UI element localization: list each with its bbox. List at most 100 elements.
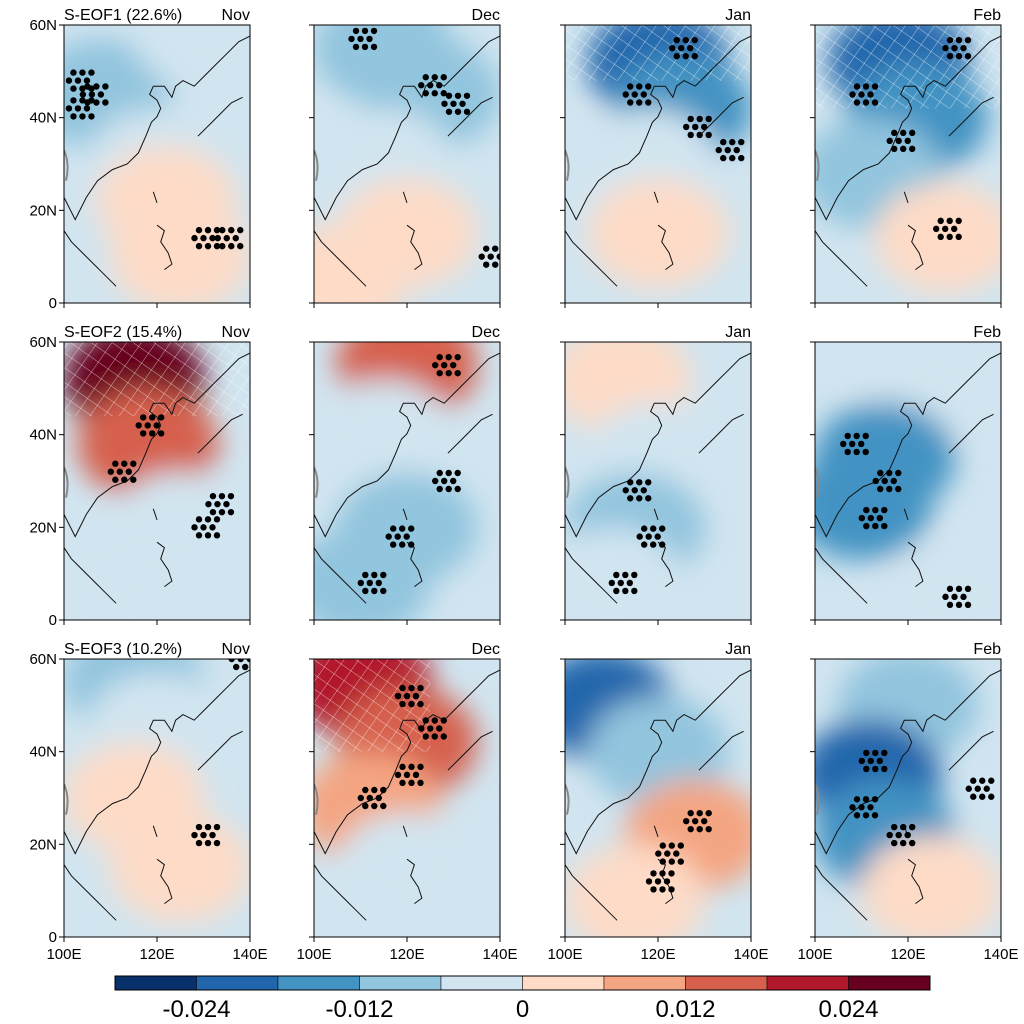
stipple-dot xyxy=(946,233,953,241)
stipple-dot xyxy=(223,500,230,508)
stipple-dot xyxy=(867,804,874,811)
x-tick-label: 100E xyxy=(797,946,832,963)
field-anomaly xyxy=(132,25,250,90)
stipple-dot xyxy=(436,353,443,361)
coastline xyxy=(815,864,868,921)
stipple-dot xyxy=(463,108,471,115)
x-tick-label: 100E xyxy=(296,946,331,963)
month-label: Dec xyxy=(472,324,500,341)
stipple-dot xyxy=(204,226,212,234)
stipple-dot xyxy=(375,794,382,802)
stipple-dot xyxy=(403,771,411,779)
stipple-dot xyxy=(218,508,226,516)
stipple-dot xyxy=(687,131,694,139)
stipple-dot xyxy=(683,123,690,131)
stipple-dot xyxy=(853,796,861,803)
stipple-dot xyxy=(933,225,940,233)
stipple-dot xyxy=(213,242,221,250)
month-label: Feb xyxy=(973,324,1001,341)
stipple-dot xyxy=(631,91,638,98)
stipple-dot xyxy=(853,448,860,456)
stipple-dot xyxy=(863,749,870,757)
stipple-dot xyxy=(88,113,95,120)
stipple-dot xyxy=(492,245,499,252)
stipple-dot xyxy=(891,823,898,831)
coastline xyxy=(907,224,924,271)
significance-hatch xyxy=(565,25,751,81)
colorbar-segment xyxy=(848,975,931,991)
plateau-contour xyxy=(815,783,820,815)
stipple-dot xyxy=(687,115,694,123)
stipple-dot xyxy=(622,571,629,579)
stipple-dot xyxy=(645,495,652,502)
stipple-dot xyxy=(70,97,77,104)
stipple-dot xyxy=(483,261,490,268)
stipple-dot xyxy=(213,516,221,523)
stipple-dot xyxy=(195,532,203,539)
stipple-dot xyxy=(849,804,856,811)
stipple-dot xyxy=(705,131,712,139)
month-label: Dec xyxy=(472,641,500,658)
stipple-dot xyxy=(631,571,638,579)
coastline xyxy=(314,547,367,604)
stipple-dot xyxy=(951,593,958,601)
stipple-dot xyxy=(608,579,615,587)
stipple-dot xyxy=(881,765,888,773)
stipple-dot xyxy=(900,145,907,153)
plateau-contour xyxy=(565,466,570,498)
panel-3-dec: Dec 100E 120E 140E xyxy=(296,641,517,963)
panel-2-jan: Jan xyxy=(560,324,752,625)
stipple-dot xyxy=(209,524,216,531)
stipple-dot xyxy=(871,83,879,90)
stipple-dot xyxy=(663,878,671,885)
stipple-dot xyxy=(88,69,95,76)
stipple-dot xyxy=(370,43,378,51)
stipple-dot xyxy=(988,777,995,784)
stipple-dot xyxy=(904,831,911,839)
stipple-dot xyxy=(863,765,870,773)
stipple-dot xyxy=(394,771,402,779)
stipple-dot xyxy=(371,587,378,595)
coastline xyxy=(815,230,868,287)
stipple-dot xyxy=(900,129,907,137)
stipple-dot xyxy=(408,763,415,771)
colorbar-label: -0.012 xyxy=(325,996,393,1023)
coastline xyxy=(907,541,924,588)
stipple-dot xyxy=(853,83,861,90)
stipple-dot xyxy=(436,82,443,89)
x-tick-label: 140E xyxy=(733,946,768,963)
coastline xyxy=(653,191,659,204)
coastline xyxy=(948,730,994,771)
field-anomaly xyxy=(336,811,478,924)
stipple-dot xyxy=(650,525,657,532)
stipple-dot xyxy=(849,440,856,448)
coastline xyxy=(907,858,924,905)
panel-1-jan: Jan xyxy=(560,7,752,308)
stipple-dot xyxy=(88,97,95,104)
stipple-dot xyxy=(895,831,902,839)
stipple-dot xyxy=(228,226,235,234)
coastline xyxy=(402,508,408,521)
stipple-dot xyxy=(412,692,420,700)
stipple-dot xyxy=(483,245,490,252)
stipple-dot xyxy=(988,793,995,800)
stipple-dot xyxy=(348,35,355,43)
coastline xyxy=(152,508,158,521)
stipple-dot xyxy=(645,479,652,486)
stipple-dot xyxy=(650,541,657,548)
coastline xyxy=(64,864,117,921)
stipple-dot xyxy=(622,487,629,494)
stipple-dot xyxy=(946,601,954,609)
stipple-dot xyxy=(445,92,453,99)
field-anomaly xyxy=(109,811,250,924)
stipple-dot xyxy=(627,479,634,486)
stipple-dot xyxy=(102,83,109,90)
x-tick-label: 120E xyxy=(890,946,925,963)
stipple-dot xyxy=(83,77,91,84)
stipple-dot xyxy=(79,69,86,76)
stipple-dot xyxy=(955,233,962,241)
stipple-dot xyxy=(209,234,216,242)
x-tick-label: 100E xyxy=(46,946,81,963)
coastline xyxy=(447,413,493,454)
coastline xyxy=(64,669,250,855)
